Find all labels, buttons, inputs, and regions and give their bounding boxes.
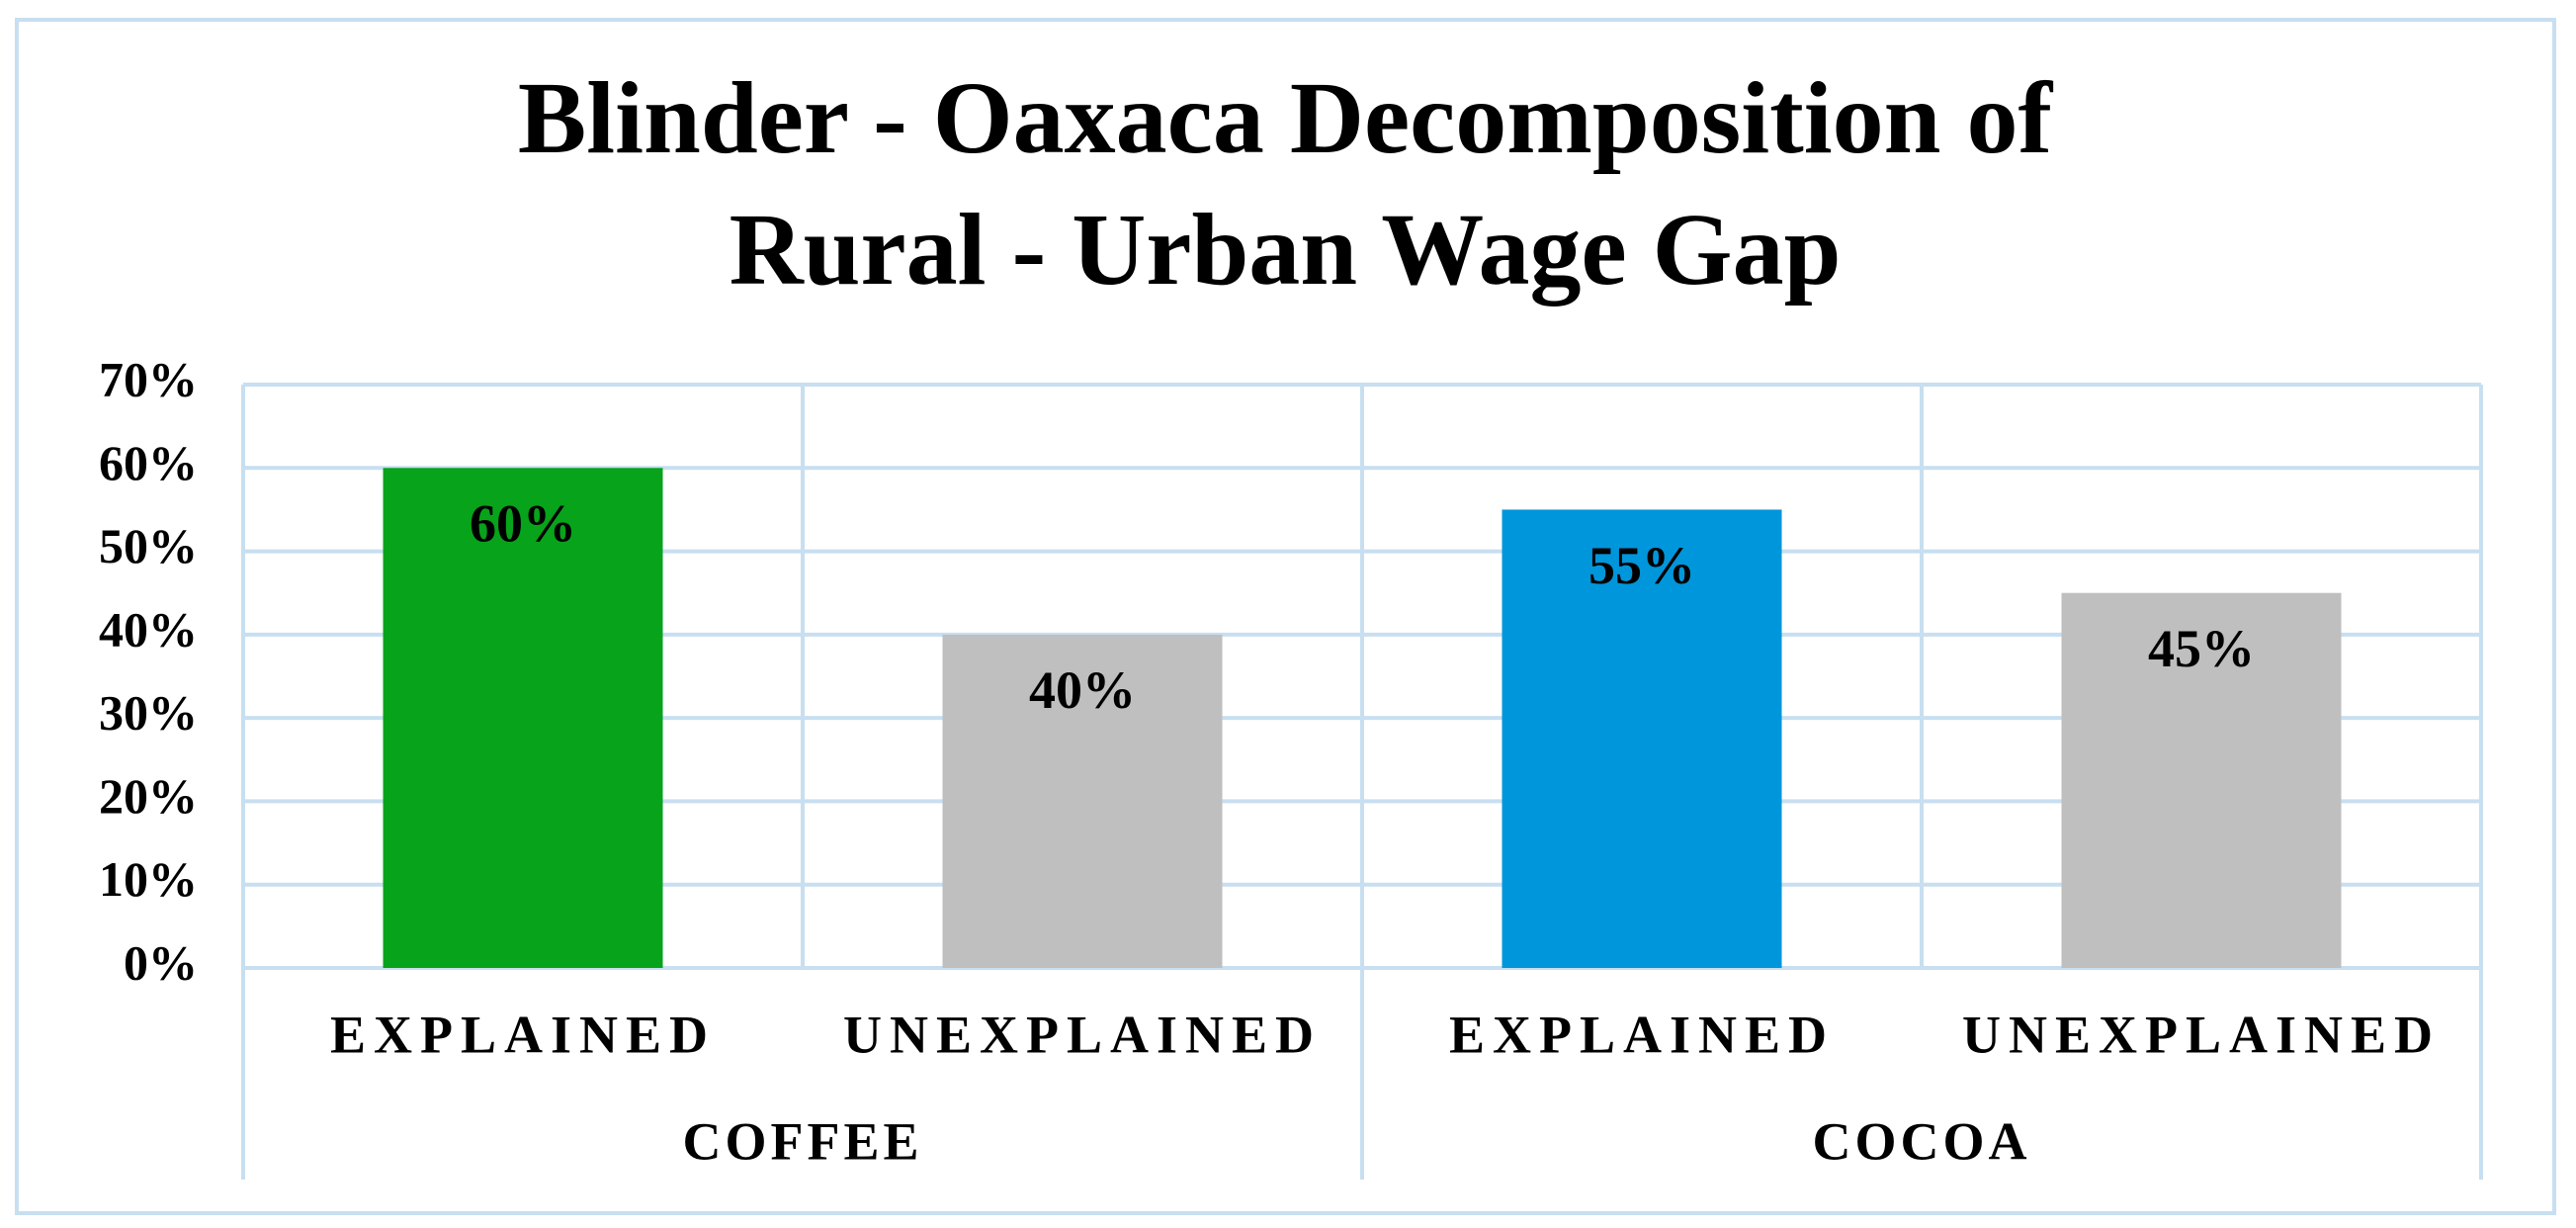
group-label: COCOA (1813, 1111, 2031, 1171)
y-tick-label: 10% (99, 851, 198, 907)
x-tick-label: UNEXPLAINED (843, 1005, 1322, 1064)
x-tick-label: UNEXPLAINED (1962, 1005, 2441, 1064)
bar (2061, 592, 2342, 968)
bar (1502, 509, 1782, 968)
chart-title: Blinder - Oaxaca Decomposition of (518, 61, 2054, 175)
y-tick-label: 40% (99, 601, 198, 657)
group-label: COFFEE (682, 1111, 922, 1171)
bar (383, 468, 663, 968)
value-label: 40% (1029, 660, 1136, 720)
y-tick-label: 30% (99, 685, 198, 741)
y-tick-label: 70% (99, 351, 198, 406)
x-tick-label: EXPLAINED (1449, 1005, 1835, 1064)
y-tick-label: 60% (99, 435, 198, 490)
y-tick-label: 0% (124, 934, 198, 990)
value-label: 55% (1589, 536, 1695, 595)
bar (942, 634, 1223, 968)
value-label: 60% (470, 494, 576, 554)
value-label: 45% (2148, 619, 2255, 678)
chart-title: Rural - Urban Wage Gap (730, 193, 1842, 307)
x-tick-label: EXPLAINED (330, 1005, 716, 1064)
y-tick-label: 50% (99, 518, 198, 573)
y-tick-label: 20% (99, 768, 198, 824)
